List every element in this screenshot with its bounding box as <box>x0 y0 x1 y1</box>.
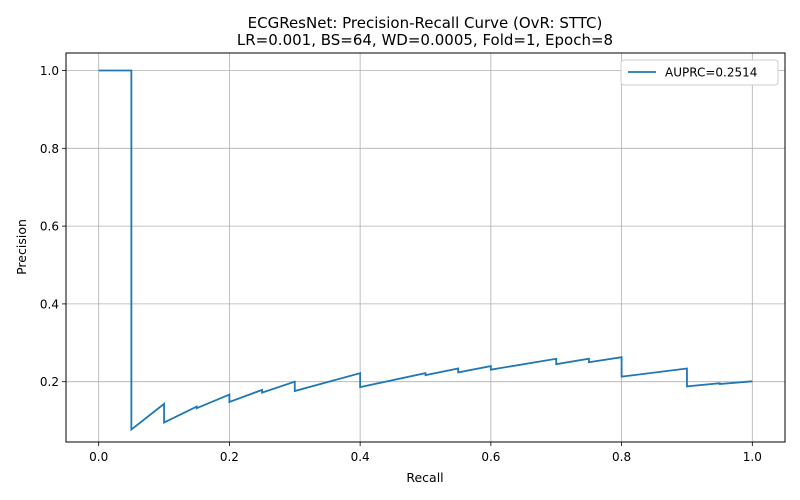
plot-frame <box>65 52 786 443</box>
y-tick-label: 0.4 <box>40 297 59 311</box>
x-tick-label: 1.0 <box>743 450 762 464</box>
chart-subtitle: LR=0.001, BS=64, WD=0.0005, Fold=1, Epoc… <box>237 31 613 49</box>
legend-box <box>620 59 779 86</box>
x-tick-label: 0.6 <box>481 450 500 464</box>
y-tick-label: 1.0 <box>40 64 59 78</box>
y-axis-label: Precision <box>14 219 29 275</box>
y-tick-label: 0.6 <box>40 220 59 234</box>
legend: AUPRC=0.2514 <box>620 59 779 86</box>
x-axis-label: Recall <box>406 470 443 485</box>
x-tick-label: 0.8 <box>612 450 631 464</box>
legend-label: AUPRC=0.2514 <box>665 66 757 80</box>
x-axis-ticks: 0.0 0.2 0.4 0.6 0.8 1.0 <box>89 442 762 464</box>
x-tick-label: 0.0 <box>89 450 108 464</box>
chart-title: ECGResNet: Precision-Recall Curve (OvR: … <box>248 14 603 32</box>
y-tick-label: 0.2 <box>40 375 59 389</box>
x-tick-label: 0.4 <box>351 450 370 464</box>
x-tick-label: 0.2 <box>220 450 239 464</box>
pr-curve-line <box>98 69 753 432</box>
y-axis-ticks: 0.2 0.4 0.6 0.8 1.0 <box>40 64 66 389</box>
y-tick-label: 0.8 <box>40 142 59 156</box>
